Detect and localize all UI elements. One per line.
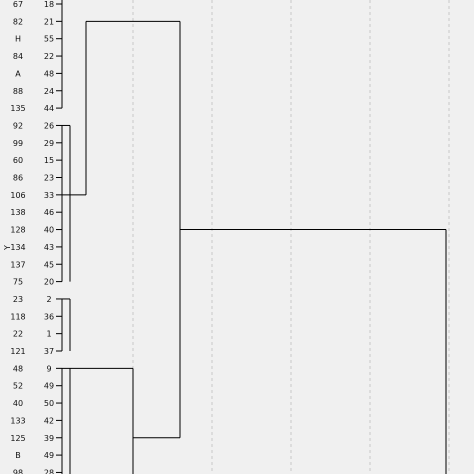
leaf-label: 9	[46, 364, 51, 373]
outer-row-label: 99	[13, 139, 23, 148]
leaf-label: 28	[44, 468, 54, 474]
outer-row-label: 121	[10, 347, 25, 356]
leaf-label: 49	[44, 382, 54, 391]
outer-row-label: 133	[10, 416, 25, 425]
outer-row-label: 52	[13, 382, 23, 391]
outer-row-label: 82	[13, 17, 23, 26]
outer-row-label: 48	[13, 364, 23, 373]
outer-row-label: 92	[13, 121, 23, 130]
leaf-label: 36	[44, 312, 54, 321]
outer-row-label: 84	[13, 52, 23, 61]
leaf-label: 20	[44, 278, 54, 287]
outer-row-label: 22	[13, 330, 23, 339]
plot-area	[64, 0, 474, 474]
leaf-label: 22	[44, 52, 54, 61]
leaf-label: 24	[44, 87, 54, 96]
outer-row-label: 40	[13, 399, 23, 408]
outer-row-label: 75	[13, 278, 23, 287]
leaf-label: 26	[44, 121, 54, 130]
leaf-label: 33	[44, 191, 54, 200]
outer-row-label: 98	[13, 468, 23, 474]
leaf-label: 21	[44, 17, 54, 26]
y-axis-label: Y	[3, 245, 12, 250]
leaf-label: 37	[44, 347, 54, 356]
leaf-label: 55	[44, 35, 54, 44]
outer-row-label: 138	[10, 208, 25, 217]
leaf-label: 39	[44, 434, 54, 443]
leaf-label: 42	[44, 416, 54, 425]
outer-row-label: 67	[13, 0, 23, 9]
outer-row-label: 88	[13, 87, 23, 96]
outer-row-label: 135	[10, 104, 25, 113]
leaf-label: 40	[44, 226, 54, 235]
leaf-label: 2	[46, 295, 51, 304]
leaf-label: 43	[44, 243, 54, 252]
outer-row-label: 60	[13, 156, 23, 165]
leaf-label: 49	[44, 451, 54, 460]
outer-row-label: 128	[10, 226, 25, 235]
outer-row-label: 137	[10, 260, 25, 269]
outer-row-label: 86	[13, 174, 23, 183]
leaf-label: 23	[44, 174, 54, 183]
outer-row-label: 106	[10, 191, 25, 200]
leaf-label: 18	[44, 0, 54, 9]
leaf-label: 50	[44, 399, 54, 408]
leaf-label: 48	[44, 69, 54, 78]
outer-row-label: B	[15, 451, 21, 460]
outer-row-label: 118	[10, 312, 25, 321]
leaf-label: 29	[44, 139, 54, 148]
outer-row-label: A	[15, 69, 21, 78]
outer-row-label: 125	[10, 434, 25, 443]
leaf-label: 44	[44, 104, 54, 113]
leaf-label: 46	[44, 208, 54, 217]
leaf-label: 45	[44, 260, 54, 269]
outer-row-label: 134	[10, 243, 25, 252]
outer-row-label: H	[15, 35, 21, 44]
leaf-label: 1	[46, 330, 51, 339]
leaf-label: 15	[44, 156, 54, 165]
outer-row-label: 23	[13, 295, 23, 304]
